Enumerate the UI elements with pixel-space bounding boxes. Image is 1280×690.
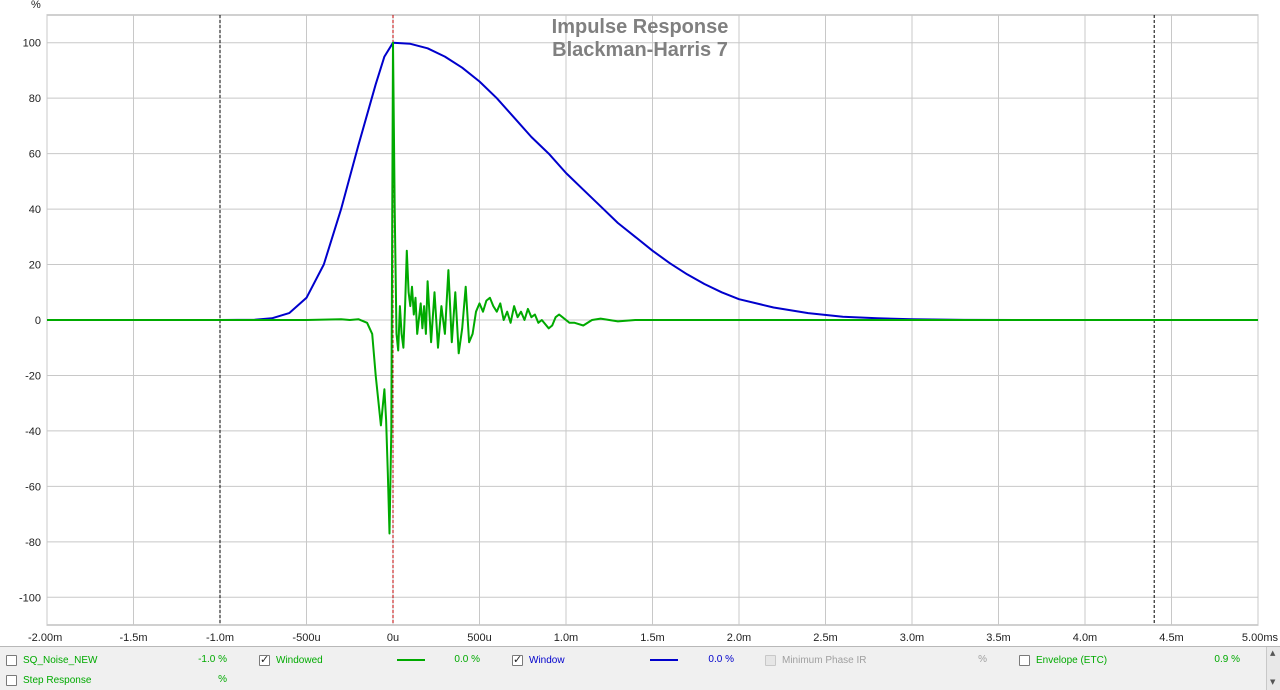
x-tick-label: -500u [292,632,320,644]
x-tick-label: 500u [467,632,491,644]
scroll-down-icon[interactable]: ▼ [1270,678,1276,686]
axis-labels: -2.00m -1.5m -1.0m -500u 0u 500u 1.0m 1.5m 2.0m 2… [19,38,1279,644]
y-tick-label: 80 [29,93,41,105]
window-value: 0.0 % [708,654,734,665]
y-tick-label: 100 [23,38,41,50]
x-tick-label: 4.5m [1159,632,1183,644]
windowed-value: 0.0 % [454,654,480,665]
legend-label: Step Response [23,674,92,686]
x-tick-label: 2.0m [727,632,751,644]
x-tick-label: 5.00ms [1242,632,1279,644]
y-tick-label: 60 [29,149,41,161]
legend-item-window[interactable]: Window [512,650,565,670]
x-tick-label: 3.5m [986,632,1010,644]
step-response-value: % [218,674,227,685]
envelope-etc-checkbox[interactable] [1019,654,1030,666]
legend-label: Minimum Phase IR [782,654,867,666]
y-tick-label: -20 [25,370,41,382]
legend-item-envelope-etc[interactable]: Envelope (ETC) [1019,650,1107,670]
sq-noise-value: -1.0 % [198,654,227,665]
legend-item-step-response[interactable]: Step Response [6,670,91,690]
windowed-swatch [397,659,425,661]
window-swatch [650,659,678,661]
legend-row-1: SQ_Noise_NEW -1.0 % Windowed 0.0 % Windo… [0,650,1266,670]
x-tick-label: -2.00m [28,632,62,644]
x-tick-label: -1.5m [119,632,147,644]
legend-item-minimum-phase-ir[interactable]: Minimum Phase IR [765,650,866,670]
minimum-phase-ir-value: % [978,654,987,665]
series-lines [47,41,1258,535]
x-tick-label: 3.0m [900,632,924,644]
windowed-checkbox[interactable] [259,653,270,666]
legend-label: SQ_Noise_NEW [23,654,98,666]
y-tick-label: -80 [25,537,41,549]
x-tick-label: -1.0m [206,632,234,644]
minimum-phase-ir-checkbox[interactable] [765,654,776,666]
y-tick-label: -60 [25,481,41,493]
x-tick-label: 1.0m [554,632,578,644]
legend-label: Window [529,654,565,666]
series-line-windowed [47,41,1258,535]
envelope-etc-value: 0.9 % [1214,654,1240,665]
x-tick-label: 4.0m [1073,632,1097,644]
window-checkbox[interactable] [512,653,523,666]
legend-label: Envelope (ETC) [1036,654,1108,666]
legend-scrollbar[interactable]: ▲ ▼ [1266,647,1280,690]
x-tick-label: 0u [387,632,399,644]
y-tick-label: -100 [19,592,41,604]
legend-item-windowed[interactable]: Windowed [259,650,323,670]
sq-noise-checkbox[interactable] [6,654,17,666]
chart-subtitle: Blackman-Harris 7 [552,39,728,61]
y-tick-label: 0 [35,315,41,327]
impulse-response-chart: -2.00m -1.5m -1.0m -500u 0u 500u 1.0m 1.5m 2.0m 2… [19,0,1279,644]
y-unit-label: % [31,0,41,11]
legend-panel: SQ_Noise_NEW -1.0 % Windowed 0.0 % Windo… [0,646,1280,690]
legend-item-sq-noise[interactable]: SQ_Noise_NEW [6,650,97,670]
x-tick-label: 1.5m [640,632,664,644]
series-line-window [47,41,1258,321]
x-tick-label: 2.5m [813,632,837,644]
chart-title: Impulse Response [552,16,729,38]
y-tick-label: 40 [29,204,41,216]
scroll-up-icon[interactable]: ▲ [1270,649,1276,657]
legend-row-2: Step Response % [0,670,1266,690]
legend-label: Windowed [276,654,323,666]
step-response-checkbox[interactable] [6,674,17,686]
y-tick-label: -40 [25,426,41,438]
y-tick-label: 20 [29,260,41,272]
